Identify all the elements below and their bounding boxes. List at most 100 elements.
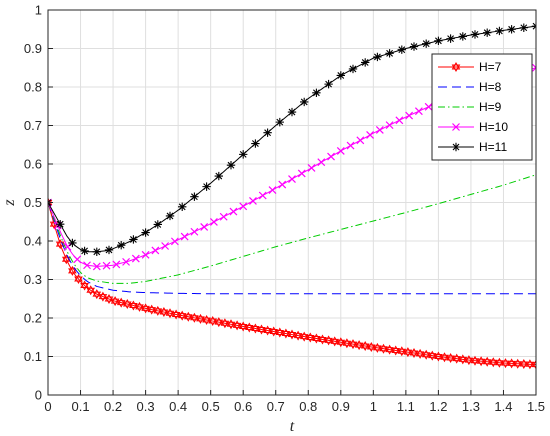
data-point-marker bbox=[135, 304, 144, 312]
data-point-marker bbox=[129, 302, 138, 311]
data-point-marker bbox=[122, 301, 132, 310]
data-point-marker bbox=[366, 131, 375, 139]
y-tick-label: 0.9 bbox=[24, 41, 42, 56]
data-point-marker bbox=[451, 64, 461, 73]
data-point-marker bbox=[318, 334, 327, 342]
data-point-marker bbox=[165, 310, 175, 319]
data-point-marker bbox=[451, 61, 461, 70]
data-point-marker bbox=[483, 28, 492, 37]
data-point-marker bbox=[131, 254, 140, 263]
data-point-marker bbox=[513, 361, 523, 369]
data-point-marker bbox=[170, 237, 179, 246]
data-point-marker bbox=[287, 107, 297, 117]
x-tick-label: 1.1 bbox=[397, 399, 415, 414]
data-point-marker bbox=[434, 351, 443, 359]
data-point-marker bbox=[116, 300, 126, 308]
y-axis-label: z bbox=[1, 199, 18, 207]
data-point-marker bbox=[257, 324, 266, 332]
data-point-marker bbox=[488, 357, 498, 365]
data-point-marker bbox=[324, 335, 333, 343]
data-point-marker bbox=[129, 300, 138, 308]
data-point-marker bbox=[153, 305, 163, 314]
series-h-9 bbox=[48, 174, 536, 284]
data-point-marker bbox=[200, 222, 209, 231]
data-point-marker bbox=[141, 303, 150, 311]
data-point-marker bbox=[464, 357, 474, 366]
data-point-marker bbox=[488, 359, 498, 368]
data-point-marker bbox=[434, 354, 443, 362]
legend-item: H=10 bbox=[438, 120, 508, 134]
data-point-marker bbox=[92, 262, 101, 271]
legend-label: H=10 bbox=[479, 120, 508, 134]
legend-item: H=8 bbox=[438, 80, 502, 94]
data-point-marker bbox=[397, 45, 406, 54]
data-point-marker bbox=[342, 340, 352, 349]
data-point-marker bbox=[102, 261, 111, 270]
data-point-marker bbox=[232, 320, 242, 328]
data-point-marker bbox=[92, 291, 102, 300]
data-point-marker bbox=[299, 331, 309, 340]
data-point-marker bbox=[68, 268, 77, 276]
data-point-marker bbox=[190, 315, 199, 323]
data-point-marker bbox=[151, 246, 160, 255]
data-point-marker bbox=[263, 328, 272, 336]
y-tick-label: 0.5 bbox=[24, 195, 42, 210]
data-point-marker bbox=[476, 358, 486, 367]
data-point-marker bbox=[356, 136, 365, 145]
data-point-marker bbox=[379, 343, 388, 352]
data-point-marker bbox=[373, 345, 382, 353]
data-point-marker bbox=[495, 357, 504, 366]
data-point-marker bbox=[190, 312, 199, 321]
data-point-marker bbox=[202, 182, 211, 191]
y-tick-label: 0.4 bbox=[24, 234, 42, 249]
data-point-marker bbox=[531, 359, 536, 368]
data-point-marker bbox=[135, 301, 144, 310]
data-point-marker bbox=[278, 180, 287, 189]
data-point-marker bbox=[446, 34, 455, 43]
data-point-marker bbox=[61, 256, 71, 265]
data-point-marker bbox=[293, 330, 303, 339]
data-point-marker bbox=[110, 298, 120, 307]
data-point-marker bbox=[275, 330, 285, 338]
data-point-marker bbox=[110, 296, 120, 304]
x-tick-label: 1.2 bbox=[429, 399, 447, 414]
y-tick-label: 0.2 bbox=[24, 311, 42, 326]
data-point-marker bbox=[68, 265, 77, 274]
data-point-marker bbox=[49, 221, 59, 230]
data-point-marker bbox=[464, 355, 474, 363]
data-point-marker bbox=[288, 175, 296, 183]
x-tick-label: 0.7 bbox=[267, 399, 285, 414]
data-point-marker bbox=[458, 32, 467, 41]
data-point-marker bbox=[86, 287, 96, 296]
y-tick-label: 1 bbox=[35, 3, 42, 18]
data-point-marker bbox=[452, 353, 462, 362]
data-point-marker bbox=[409, 348, 419, 356]
data-point-marker bbox=[427, 350, 437, 359]
data-point-marker bbox=[249, 196, 257, 205]
x-tick-label: 1.5 bbox=[527, 399, 545, 414]
legend-label: H=8 bbox=[479, 80, 502, 94]
data-point-marker bbox=[312, 333, 321, 341]
data-point-marker bbox=[409, 42, 419, 51]
data-point-marker bbox=[80, 246, 89, 256]
data-point-marker bbox=[421, 352, 431, 360]
data-point-marker bbox=[220, 318, 230, 326]
data-point-marker bbox=[178, 202, 187, 212]
data-point-marker bbox=[238, 321, 248, 329]
data-point-marker bbox=[414, 107, 423, 116]
data-point-marker bbox=[55, 241, 65, 250]
data-point-marker bbox=[366, 341, 376, 350]
data-point-marker bbox=[434, 36, 443, 45]
x-tick-label: 0.2 bbox=[104, 399, 122, 414]
data-point-marker bbox=[80, 280, 89, 289]
y-tick-label: 0.1 bbox=[24, 349, 42, 364]
data-point-marker bbox=[482, 359, 492, 367]
legend-item: H=7 bbox=[438, 60, 502, 74]
data-point-marker bbox=[354, 340, 364, 348]
data-point-marker bbox=[269, 329, 279, 337]
data-point-marker bbox=[251, 139, 260, 148]
data-point-marker bbox=[312, 336, 321, 344]
data-point-marker bbox=[360, 343, 370, 352]
data-point-marker bbox=[239, 202, 248, 211]
data-point-marker bbox=[220, 320, 230, 329]
